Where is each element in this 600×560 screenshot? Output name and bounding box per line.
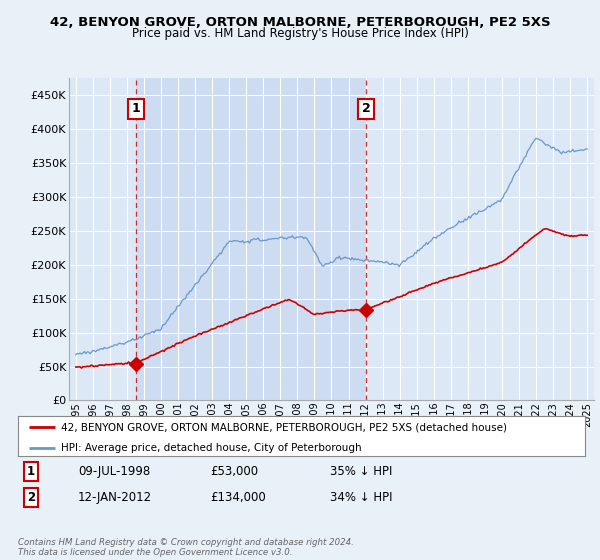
Text: Contains HM Land Registry data © Crown copyright and database right 2024.
This d: Contains HM Land Registry data © Crown c…	[18, 538, 354, 557]
Text: £134,000: £134,000	[210, 491, 266, 504]
Text: 42, BENYON GROVE, ORTON MALBORNE, PETERBOROUGH, PE2 5XS: 42, BENYON GROVE, ORTON MALBORNE, PETERB…	[50, 16, 550, 29]
Text: £53,000: £53,000	[210, 465, 258, 478]
Text: 34% ↓ HPI: 34% ↓ HPI	[330, 491, 392, 504]
Text: HPI: Average price, detached house, City of Peterborough: HPI: Average price, detached house, City…	[61, 442, 361, 452]
Text: 42, BENYON GROVE, ORTON MALBORNE, PETERBOROUGH, PE2 5XS (detached house): 42, BENYON GROVE, ORTON MALBORNE, PETERB…	[61, 422, 506, 432]
Text: Price paid vs. HM Land Registry's House Price Index (HPI): Price paid vs. HM Land Registry's House …	[131, 27, 469, 40]
Text: 2: 2	[362, 102, 371, 115]
Text: 1: 1	[27, 465, 35, 478]
Text: 09-JUL-1998: 09-JUL-1998	[78, 465, 150, 478]
Text: 35% ↓ HPI: 35% ↓ HPI	[330, 465, 392, 478]
Text: 2: 2	[27, 491, 35, 504]
Text: 12-JAN-2012: 12-JAN-2012	[78, 491, 152, 504]
Text: 1: 1	[131, 102, 140, 115]
Bar	[136, 78, 366, 400]
